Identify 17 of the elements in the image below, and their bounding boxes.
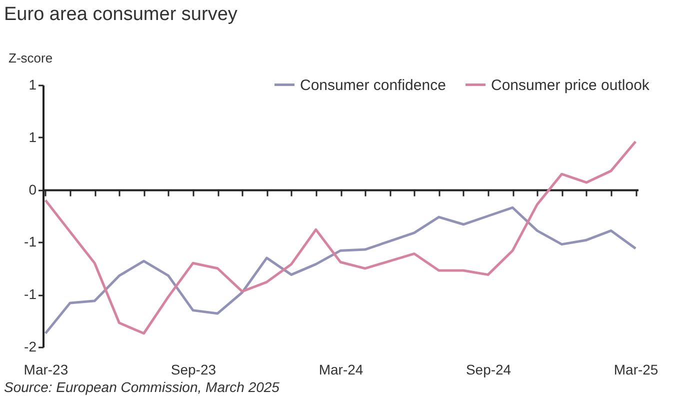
legend-label: Consumer confidence <box>300 76 446 94</box>
x-tick-label: Mar-23 <box>24 362 68 378</box>
chart-title: Euro area consumer survey <box>3 3 238 27</box>
y-tick-label: 1 <box>28 128 37 145</box>
x-tick-label: Mar-24 <box>318 362 364 378</box>
y-axis-title: Z-score <box>8 50 53 66</box>
y-tick-label: -1 <box>24 234 37 250</box>
x-tick-label: Sep-23 <box>170 362 216 378</box>
line-series <box>44 206 637 335</box>
y-tick-label: -2 <box>24 338 37 354</box>
y-tick-label: 0 <box>28 181 37 198</box>
x-tick-label: Sep-24 <box>466 362 512 378</box>
y-tick-label: 1 <box>28 76 37 92</box>
legend-label: Consumer price outlook <box>491 76 650 94</box>
y-tick-label: -1 <box>24 286 37 302</box>
x-tick-label: Mar-25 <box>614 362 658 378</box>
source-note: Source: European Commission, March 2025 <box>3 379 280 395</box>
